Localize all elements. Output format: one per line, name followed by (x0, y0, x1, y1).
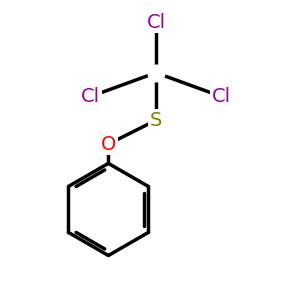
Text: Cl: Cl (146, 13, 166, 32)
Text: Cl: Cl (212, 87, 231, 106)
Text: S: S (150, 111, 162, 130)
Text: O: O (101, 135, 116, 154)
Text: Cl: Cl (81, 87, 100, 106)
